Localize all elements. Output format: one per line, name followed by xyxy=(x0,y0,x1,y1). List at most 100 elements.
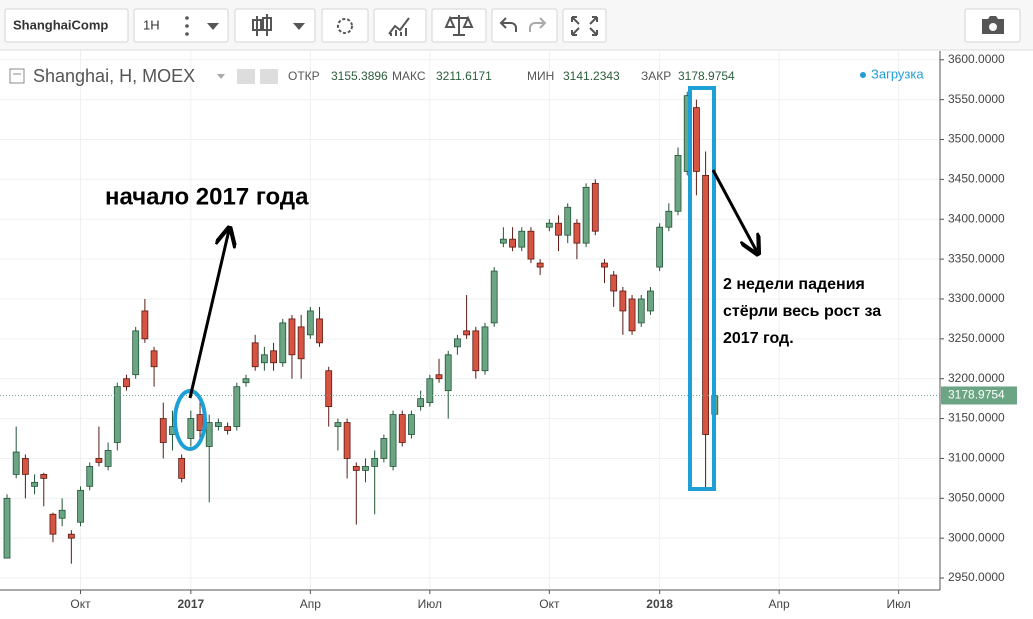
candle-body xyxy=(647,290,654,312)
undo-redo[interactable] xyxy=(491,8,558,43)
candle-body xyxy=(573,222,581,244)
y-tick-label: 3400.0000 xyxy=(948,211,1005,225)
arrow xyxy=(188,230,229,399)
grid xyxy=(0,51,940,590)
candle-body xyxy=(123,378,130,388)
annotation: 2 недели падения xyxy=(723,276,865,293)
y-tick-label: 3550.0000 xyxy=(948,92,1005,106)
status: Загрузка xyxy=(871,66,924,81)
candle-body xyxy=(380,438,388,459)
y-tick-label: 3050.0000 xyxy=(948,490,1005,504)
candle-body xyxy=(260,354,268,364)
candle-body xyxy=(95,458,103,463)
candle-body xyxy=(628,298,636,332)
axes: 2950.0000 3000.0000 3050.0000 3100.0000 3150… xyxy=(0,51,1017,611)
candle-body xyxy=(472,330,480,372)
chart-type-box[interactable] xyxy=(234,8,316,43)
annotation: стёрли весь рост за xyxy=(723,303,881,320)
candle-body xyxy=(316,318,323,344)
candle-icon xyxy=(252,14,272,36)
interval[interactable]: 1H xyxy=(143,17,160,32)
eye-icon[interactable] xyxy=(237,69,255,84)
ohlc-value: 3155.3896 xyxy=(331,69,388,83)
y-tick-label: 2950.0000 xyxy=(948,570,1005,584)
candle-body xyxy=(490,270,498,324)
candle-body xyxy=(693,107,700,172)
candle-body xyxy=(527,230,535,260)
ohlc-value: 3211.6171 xyxy=(436,69,492,83)
candle-body xyxy=(279,322,287,364)
candle-body xyxy=(545,222,553,228)
annotations: начало 2017 года 2 недели падения стёрли в… xyxy=(105,183,881,347)
gear-icon xyxy=(337,18,353,34)
x-tick-label: 2017 xyxy=(177,597,204,611)
candle-body xyxy=(435,374,443,380)
candle-body xyxy=(31,481,38,487)
dropdown[interactable] xyxy=(217,74,225,79)
candle-body xyxy=(444,354,452,392)
ohlc-label: ЗАКР xyxy=(641,69,671,83)
x-tick-label: Апр xyxy=(769,597,791,611)
last-price-label: 3178.9754 xyxy=(948,388,1005,402)
candle-body xyxy=(343,422,351,459)
y-tick-label: 3150.0000 xyxy=(948,411,1005,425)
candle-body xyxy=(132,330,140,376)
collapse-icon[interactable] xyxy=(9,68,25,84)
candle-body xyxy=(463,330,471,336)
candle-body xyxy=(12,451,20,475)
candle-body xyxy=(481,326,489,372)
candle-body xyxy=(665,210,673,228)
candle-body xyxy=(536,262,544,268)
candle-body xyxy=(178,458,186,479)
candle-body xyxy=(325,370,333,408)
ohlc-value: 3178.9754 xyxy=(678,69,735,83)
dropdown[interactable] xyxy=(207,23,219,30)
candle-body xyxy=(582,186,590,244)
candle-body xyxy=(86,466,94,487)
status-dot xyxy=(860,72,866,78)
candle-body xyxy=(49,513,57,535)
candle-body xyxy=(610,274,618,292)
indicators-button[interactable] xyxy=(373,8,427,43)
candle-body xyxy=(205,422,213,447)
dot xyxy=(185,32,189,36)
candle-body xyxy=(150,350,158,368)
candle-body xyxy=(242,378,250,384)
y-tick-label: 3450.0000 xyxy=(948,172,1005,186)
scales-icon xyxy=(444,15,474,36)
gear-icon[interactable] xyxy=(260,69,278,84)
x-tick-label: Июл xyxy=(418,597,442,611)
symbol[interactable]: ShanghaiComp xyxy=(13,17,108,32)
fullscreen-button[interactable] xyxy=(562,8,607,43)
series-title: Shanghai, H, MOEX xyxy=(33,66,195,86)
annotation: начало 2017 года xyxy=(105,183,309,210)
candle-body xyxy=(3,497,11,559)
candle-body xyxy=(518,230,526,248)
x-tick-label: Апр xyxy=(300,597,322,611)
candle-body xyxy=(371,458,379,467)
candle-body xyxy=(77,489,84,523)
candle-body xyxy=(637,298,645,324)
y-tick-label: 3350.0000 xyxy=(948,251,1005,265)
candle-body xyxy=(389,414,397,467)
candle-body xyxy=(417,398,425,408)
interval-box[interactable] xyxy=(133,8,229,43)
x-tick-label: Окт xyxy=(70,597,91,611)
x-tick-label: Окт xyxy=(539,597,560,611)
y-tick-label: 3250.0000 xyxy=(948,331,1005,345)
candle-body xyxy=(454,338,461,348)
undo-icon[interactable] xyxy=(499,17,517,32)
redo-icon[interactable] xyxy=(529,17,547,32)
candle-body xyxy=(224,426,232,431)
dropdown[interactable] xyxy=(293,23,305,30)
candle-body xyxy=(21,458,29,475)
symbol-box[interactable] xyxy=(4,8,129,43)
dot xyxy=(185,24,189,28)
candle-body xyxy=(67,533,75,539)
settings-button[interactable] xyxy=(321,8,369,43)
candle-body xyxy=(104,450,112,467)
candle-body xyxy=(601,262,608,268)
y-tick-label: 3500.0000 xyxy=(948,132,1005,146)
ohlc-label: МАКС xyxy=(392,69,426,83)
